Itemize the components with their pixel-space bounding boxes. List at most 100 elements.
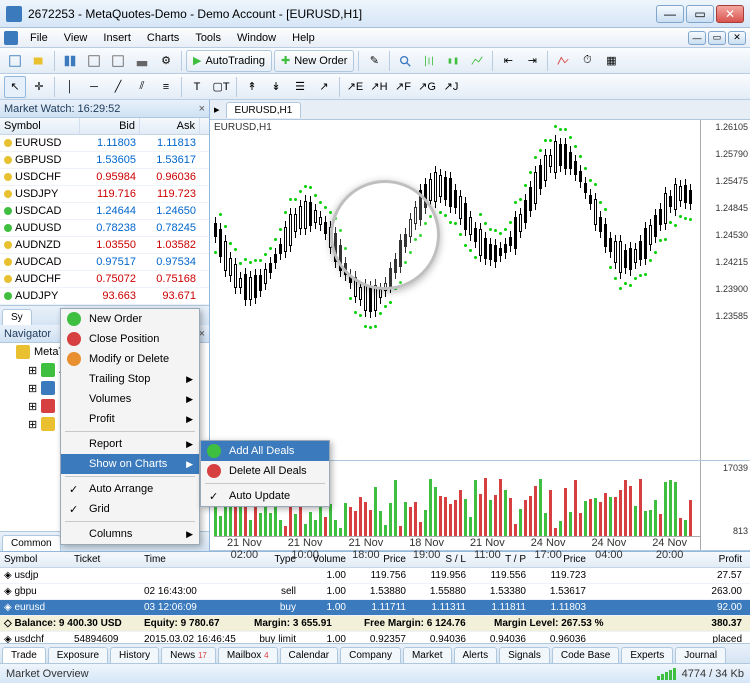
- context-submenu[interactable]: Add All DealsDelete All Deals ✓Auto Updat…: [200, 440, 330, 507]
- tester-icon[interactable]: ⚙: [155, 50, 177, 72]
- wave-label-g-icon[interactable]: ↗G: [416, 76, 438, 98]
- trade-tab-calendar[interactable]: Calendar: [280, 647, 339, 663]
- menu-view[interactable]: View: [56, 30, 96, 46]
- trade-tab-experts[interactable]: Experts: [621, 647, 673, 663]
- mdi-restore[interactable]: ▭: [708, 31, 726, 45]
- wave-label-e-icon[interactable]: ↗E: [344, 76, 366, 98]
- ctx-add-all-deals[interactable]: Add All Deals: [201, 441, 329, 461]
- mdi-close[interactable]: ✕: [728, 31, 746, 45]
- indicators-icon[interactable]: [552, 50, 574, 72]
- candle-chart-icon[interactable]: [442, 50, 464, 72]
- cursor-icon[interactable]: ↖: [4, 76, 26, 98]
- arrows-icon[interactable]: ↗: [313, 76, 335, 98]
- close-button[interactable]: ✕: [716, 5, 744, 23]
- ctx-auto-update[interactable]: ✓Auto Update: [201, 486, 329, 506]
- market-watch-close-icon[interactable]: ×: [199, 103, 205, 115]
- mw-tab-symbols[interactable]: Sy: [2, 309, 32, 325]
- ctx-columns[interactable]: Columns▶: [61, 524, 199, 544]
- templates-icon[interactable]: ▦: [600, 50, 622, 72]
- ctx-report[interactable]: Report▶: [61, 434, 199, 454]
- text-icon[interactable]: T: [186, 76, 208, 98]
- thumbs-icon[interactable]: ☰: [289, 76, 311, 98]
- mw-col-symbol[interactable]: Symbol: [0, 118, 80, 134]
- trade-tab-news[interactable]: News 17: [161, 647, 216, 663]
- chart-area[interactable]: EURUSD,H1 1.261051.257901.254751.248451.…: [210, 120, 750, 461]
- autotrading-button[interactable]: ▶AutoTrading: [186, 50, 272, 72]
- mw-col-ask[interactable]: Ask: [140, 118, 200, 134]
- line-chart-icon[interactable]: [466, 50, 488, 72]
- menu-charts[interactable]: Charts: [139, 30, 187, 46]
- mw-col-bid[interactable]: Bid: [80, 118, 140, 134]
- periods-icon[interactable]: ⏱: [576, 50, 598, 72]
- menu-help[interactable]: Help: [284, 30, 323, 46]
- equidistant-icon[interactable]: ⫽: [131, 76, 153, 98]
- trade-tab-signals[interactable]: Signals: [499, 647, 550, 663]
- bar-chart-icon[interactable]: [418, 50, 440, 72]
- metaeditor-icon[interactable]: ✎: [363, 50, 385, 72]
- chart-tab-eurusd[interactable]: EURUSD,H1: [226, 102, 302, 118]
- ctx-modify-or-delete[interactable]: Modify or Delete: [61, 349, 199, 369]
- navigator-icon[interactable]: [107, 50, 129, 72]
- mw-row[interactable]: USDCHF0.959840.96036: [0, 169, 209, 186]
- ctx-close-position[interactable]: Close Position: [61, 329, 199, 349]
- wave-label-h-icon[interactable]: ↗H: [368, 76, 390, 98]
- ctx-delete-all-deals[interactable]: Delete All Deals: [201, 461, 329, 481]
- menu-insert[interactable]: Insert: [95, 30, 139, 46]
- ctx-new-order[interactable]: New Order: [61, 309, 199, 329]
- pending-row[interactable]: ◈ usdchf548946092015.03.02 16:46:45buy l…: [0, 632, 750, 643]
- zoom-icon[interactable]: [394, 50, 416, 72]
- trade-row[interactable]: ◈ gbpu02 16:43:00sell1.001.538801.558801…: [0, 584, 750, 600]
- autoscroll-icon[interactable]: ⇥: [521, 50, 543, 72]
- minimize-button[interactable]: —: [656, 5, 684, 23]
- wave-label-j-icon[interactable]: ↗J: [440, 76, 462, 98]
- arrow-up-icon[interactable]: ↟: [241, 76, 263, 98]
- vline-icon[interactable]: │: [59, 76, 81, 98]
- trade-tab-exposure[interactable]: Exposure: [48, 647, 108, 663]
- fibo-icon[interactable]: ≡: [155, 76, 177, 98]
- terminal-icon[interactable]: [131, 50, 153, 72]
- data-window-icon[interactable]: [83, 50, 105, 72]
- menu-tools[interactable]: Tools: [187, 30, 229, 46]
- mw-row[interactable]: AUDCHF0.750720.75168: [0, 271, 209, 288]
- trade-tab-journal[interactable]: Journal: [675, 647, 726, 663]
- trade-row[interactable]: ◈ eurusd03 12:06:09buy1.001.117111.11311…: [0, 600, 750, 616]
- mw-row[interactable]: EURUSD1.118031.11813: [0, 135, 209, 152]
- mw-row[interactable]: AUDUSD0.782380.78245: [0, 220, 209, 237]
- wave-label-f-icon[interactable]: ↗F: [392, 76, 414, 98]
- new-order-button[interactable]: ✚New Order: [274, 50, 354, 72]
- market-watch-icon[interactable]: [59, 50, 81, 72]
- trade-tab-company[interactable]: Company: [340, 647, 401, 663]
- new-chart-icon[interactable]: [4, 50, 26, 72]
- mw-row[interactable]: USDJPY119.716119.723: [0, 186, 209, 203]
- trendline-icon[interactable]: ╱: [107, 76, 129, 98]
- ctx-trailing-stop[interactable]: Trailing Stop▶: [61, 369, 199, 389]
- trade-tab-alerts[interactable]: Alerts: [454, 647, 498, 663]
- mw-row[interactable]: GBPUSD1.536051.53617: [0, 152, 209, 169]
- ctx-show-on-charts[interactable]: Show on Charts▶: [61, 454, 199, 474]
- ctx-volumes[interactable]: Volumes▶: [61, 389, 199, 409]
- trade-tab-history[interactable]: History: [110, 647, 159, 663]
- text-label-icon[interactable]: ▢T: [210, 76, 232, 98]
- hline-icon[interactable]: ─: [83, 76, 105, 98]
- menu-file[interactable]: File: [22, 30, 56, 46]
- ctx-grid[interactable]: ✓Grid: [61, 499, 199, 519]
- ctx-auto-arrange[interactable]: ✓Auto Arrange: [61, 479, 199, 499]
- trade-row[interactable]: ◈ usdjp1.00119.756119.956119.556119.7232…: [0, 568, 750, 584]
- mw-row[interactable]: AUDCAD0.975170.97534: [0, 254, 209, 271]
- shift-icon[interactable]: ⇤: [497, 50, 519, 72]
- mdi-icon[interactable]: [4, 31, 18, 45]
- mw-row[interactable]: USDCAD1.246441.24650: [0, 203, 209, 220]
- ctx-profit[interactable]: Profit▶: [61, 409, 199, 429]
- profiles-icon[interactable]: [28, 50, 50, 72]
- trade-tab-mailbox[interactable]: Mailbox 4: [218, 647, 278, 663]
- mw-row[interactable]: AUDJPY93.66393.671: [0, 288, 209, 305]
- crosshair-icon[interactable]: ✛: [28, 76, 50, 98]
- mdi-minimize[interactable]: —: [688, 31, 706, 45]
- mw-row[interactable]: AUDNZD1.035501.03582: [0, 237, 209, 254]
- trade-tab-market[interactable]: Market: [403, 647, 452, 663]
- context-menu[interactable]: New OrderClose PositionModify or DeleteT…: [60, 308, 200, 545]
- nav-tab-common[interactable]: Common: [2, 535, 61, 551]
- trade-tab-code base[interactable]: Code Base: [552, 647, 619, 663]
- maximize-button[interactable]: ▭: [686, 5, 714, 23]
- menu-window[interactable]: Window: [229, 30, 284, 46]
